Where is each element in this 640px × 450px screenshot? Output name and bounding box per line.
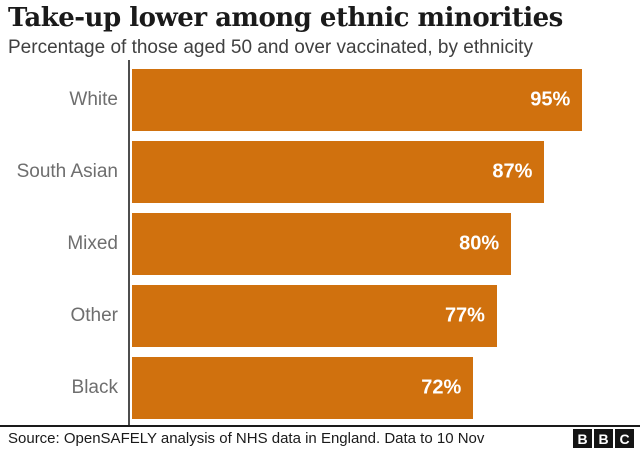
bbc-logo-block: C [615,429,634,448]
footer: Source: OpenSAFELY analysis of NHS data … [0,425,640,450]
bbc-logo-block: B [573,429,592,448]
category-label: Mixed [67,233,118,254]
bbc-logo-block: B [594,429,613,448]
page-title: Take-up lower among ethnic minorities [8,3,563,33]
bar-track: 77% [132,285,606,347]
bar-track: 80% [132,213,606,275]
value-label: 80% [459,232,500,255]
bar-row: Other 77% [0,285,640,347]
page-subtitle: Percentage of those aged 50 and over vac… [8,37,533,58]
value-label: 87% [492,160,533,183]
bar: 87% [132,141,545,203]
bar-row: White 95% [0,69,640,131]
bar-row: Black 72% [0,357,640,419]
bar-chart: White 95% South Asian 87% Mixed 80% Other 77% Bl… [0,60,640,425]
value-label: 77% [444,304,485,327]
source-caption: Source: OpenSAFELY analysis of NHS data … [8,430,485,447]
bar: 80% [132,213,512,275]
bar-row: Mixed 80% [0,213,640,275]
value-label: 72% [421,376,462,399]
y-axis-line [128,60,130,425]
category-label: White [69,89,118,110]
category-label: South Asian [16,161,118,182]
bar-track: 95% [132,69,606,131]
bar-track: 72% [132,357,606,419]
chart-header: Take-up lower among ethnic minorities Pe… [0,0,640,60]
category-label: Black [71,377,118,398]
bar-row: South Asian 87% [0,141,640,203]
bar-track: 87% [132,141,606,203]
value-label: 95% [530,88,571,111]
bar: 72% [132,357,474,419]
bar: 77% [132,285,497,347]
bar: 95% [132,69,583,131]
category-label: Other [70,305,118,326]
